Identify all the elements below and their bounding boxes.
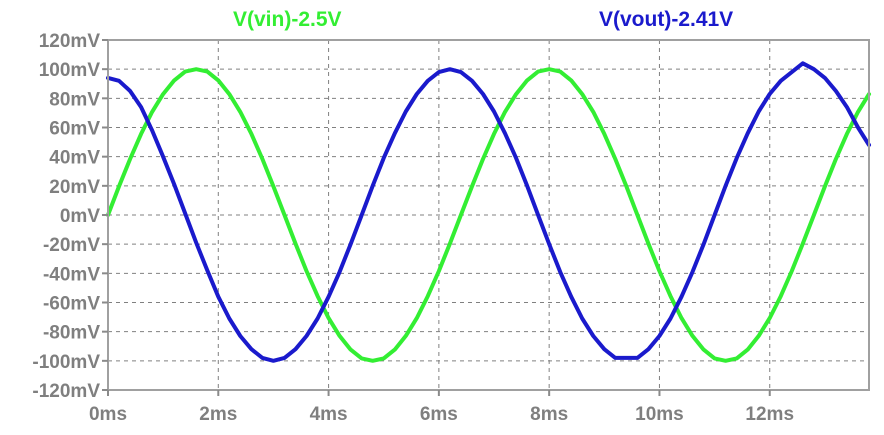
legend-vout[interactable]: V(vout)-2.41V [599, 8, 733, 31]
x-axis: 0ms 2ms 4ms 6ms 8ms 10ms 12ms [89, 390, 794, 425]
x-tick-label: 10ms [635, 404, 684, 425]
y-tick-label: 120mV [39, 31, 101, 52]
y-tick-label: 60mV [49, 119, 100, 140]
y-tick-label: -80mV [43, 323, 100, 344]
series-layer [106, 61, 871, 363]
legend-vin[interactable]: V(vin)-2.5V [233, 8, 342, 31]
y-tick-label: -100mV [32, 352, 100, 373]
x-tick-label: 8ms [530, 404, 568, 425]
y-tick-label: 20mV [49, 177, 100, 198]
y-tick-label: 80mV [49, 89, 100, 110]
y-tick-label: -120mV [32, 381, 100, 402]
y-tick-label: 0mV [60, 206, 100, 227]
x-tick-label: 12ms [745, 404, 794, 425]
x-tick-label: 0ms [89, 404, 127, 425]
y-tick-label: -40mV [43, 264, 100, 285]
x-tick-label: 2ms [199, 404, 237, 425]
grid [108, 40, 869, 390]
series-line-vout [106, 61, 871, 363]
x-tick-label: 6ms [420, 404, 458, 425]
y-tick-label: 100mV [39, 60, 101, 81]
y-tick-label: 40mV [49, 148, 100, 169]
x-tick-label: 4ms [310, 404, 348, 425]
y-axis: 120mV 100mV 80mV 60mV 40mV 20mV 0mV -20mV -40mV -… [32, 31, 108, 402]
y-tick-label: -20mV [43, 235, 100, 256]
series-line-vin [106, 67, 871, 363]
y-tick-label: -60mV [43, 294, 100, 315]
legend: V(vin)-2.5V V(vout)-2.41V [233, 8, 733, 31]
